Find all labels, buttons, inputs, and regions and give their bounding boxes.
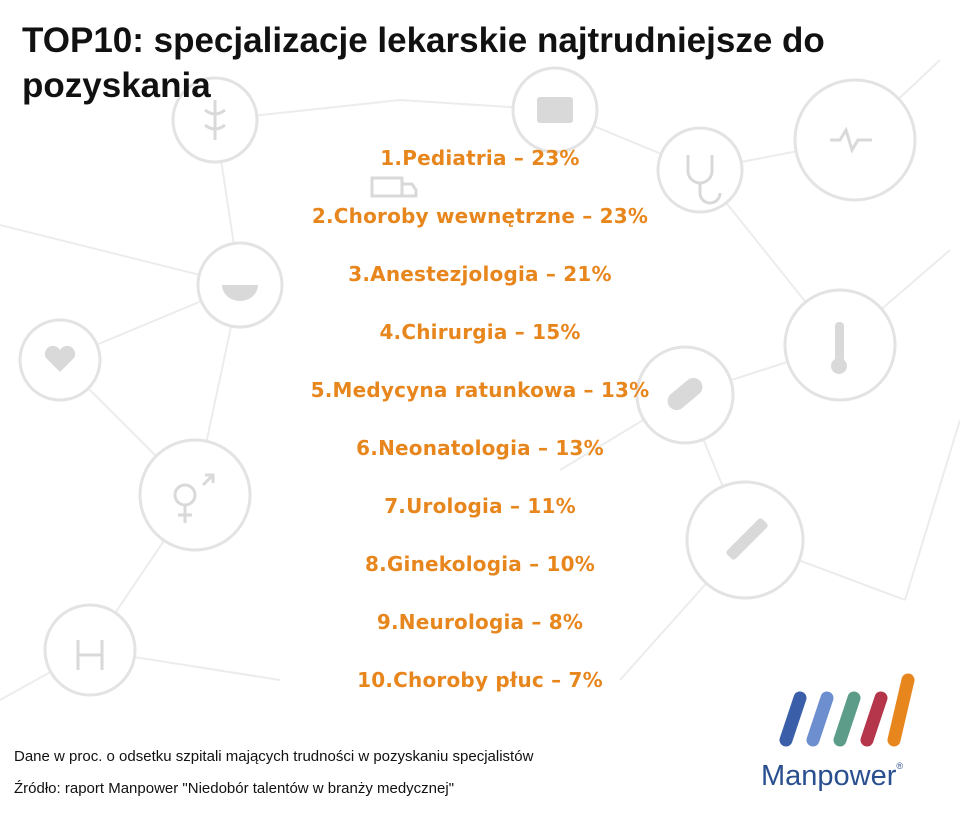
stethoscope-icon [686,155,722,205]
ranking-item: 10.Choroby płuc – 7% [357,668,603,692]
ranking-item: 8.Ginekologia – 10% [365,552,595,576]
handshake-icon [76,640,104,670]
pill-icon [667,377,703,411]
medkit-icon [537,97,573,123]
manpower-logo-text: Manpower® [761,760,903,793]
caduceus-icon [204,100,226,140]
page-title: TOP10: specjalizacje lekarskie najtrudni… [22,21,825,105]
logo-wordmark: Manpower [761,760,897,792]
thermometer-icon [835,322,844,362]
ranking-item: 6.Neonatologia – 13% [356,436,604,460]
ranking-item: 9.Neurologia – 8% [376,610,584,634]
source-note: Źródło: raport Manpower "Niedobór talent… [14,780,455,797]
logo-stripe [806,691,834,747]
logo-stripe [860,691,888,747]
ranking-item: 3.Anestezjologia – 21% [348,262,612,286]
logo-stripe [779,691,807,747]
gender-symbols-icon [173,473,215,523]
ranking-item: 7.Urologia – 11% [384,494,576,518]
footnote: Dane w proc. o odsetku szpitali mających… [14,748,534,765]
logo-stripe [833,691,861,747]
ambulance-icon [370,176,418,198]
ranking-item: 5.Medycyna ratunkowa – 13% [310,378,650,402]
ranking-item: 2.Choroby wewnętrzne – 23% [311,204,649,228]
ranking-item: 4.Chirurgia – 15% [379,320,581,344]
heart-monitor-icon [44,345,76,372]
manpower-logo-mark [779,673,915,747]
ranking-list: 1.Pediatria – 23% 2.Choroby wewnętrzne – … [0,140,960,720]
mortar-pestle-icon [222,285,258,301]
heartbeat-icon [830,126,872,154]
syringe-icon [726,518,768,560]
registered-mark: ® [896,761,904,771]
ranking-item: 1.Pediatria – 23% [380,146,580,170]
logo-stripe [887,673,915,747]
